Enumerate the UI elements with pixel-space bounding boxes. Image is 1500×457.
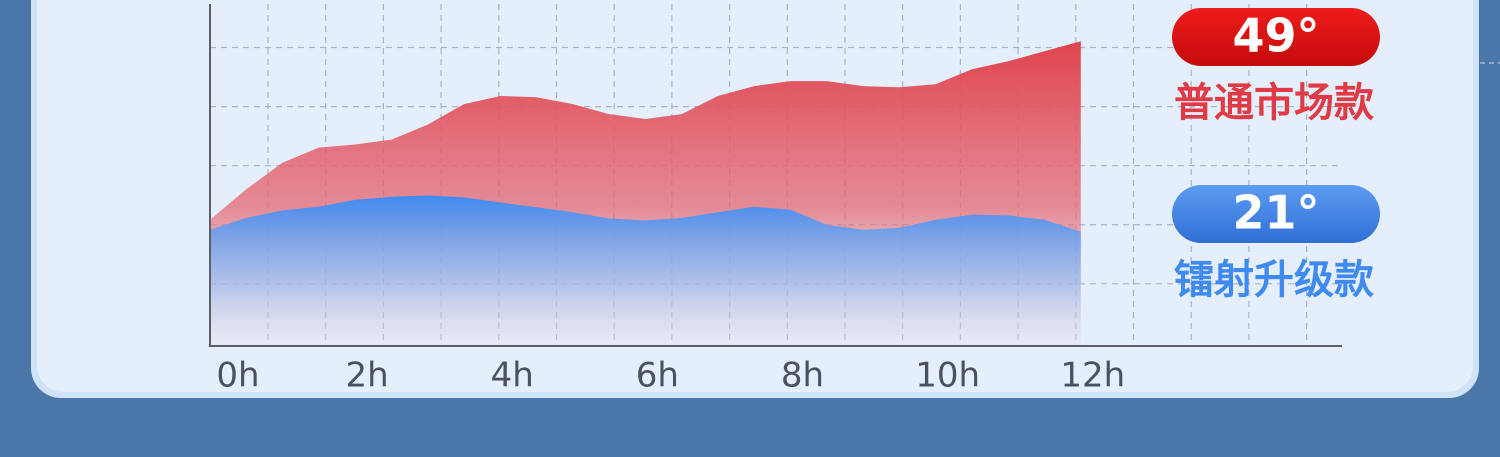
- legend-badge-text: 49°: [1232, 9, 1319, 63]
- legend-badge: [1172, 185, 1380, 243]
- legend-badge-text: 21°: [1232, 186, 1319, 240]
- legend-label: 普通市场款: [1174, 80, 1374, 126]
- x-tick-label: 4h: [491, 356, 534, 396]
- x-tick-label: 0h: [216, 356, 259, 396]
- x-tick-label: 10h: [915, 356, 980, 396]
- x-tick-label: 2h: [346, 356, 389, 396]
- x-tick-label: 8h: [781, 356, 824, 396]
- x-tick-label: 12h: [1060, 356, 1125, 396]
- area: [210, 195, 1081, 346]
- legend-badge: [1172, 8, 1380, 66]
- x-tick-label: 6h: [636, 356, 679, 396]
- legend-label: 镭射升级款: [1174, 257, 1374, 303]
